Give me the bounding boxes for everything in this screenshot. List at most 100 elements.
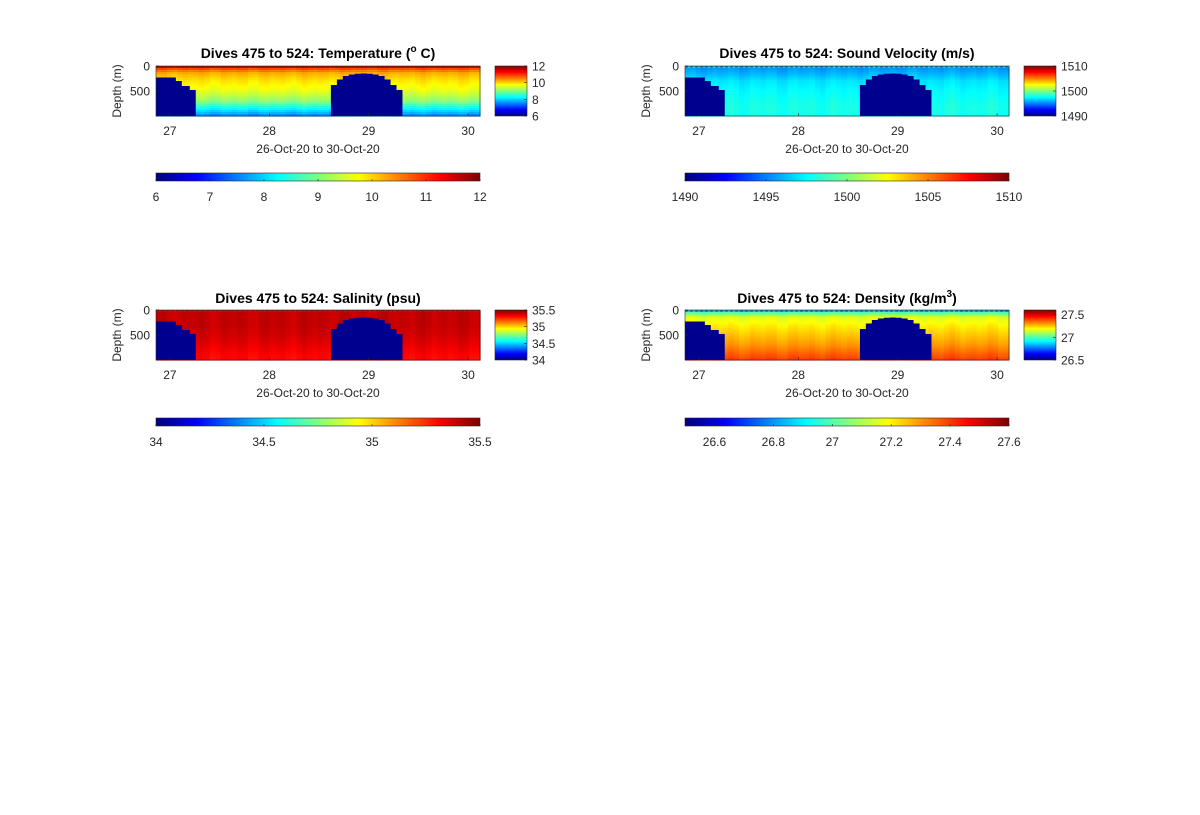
heatmap-cell (809, 78, 816, 81)
heatmap-cell (264, 328, 270, 331)
heatmap-cell (296, 346, 303, 349)
heatmap-cell (269, 318, 276, 321)
heatmap-cell (280, 312, 287, 315)
heatmap-cell (847, 72, 853, 75)
heatmap-cell (798, 100, 805, 103)
heatmap-cell (247, 336, 254, 339)
heatmap-cell (420, 72, 427, 75)
heatmap-cell (323, 356, 330, 359)
heatmap-cell (895, 72, 902, 75)
heatmap-cell (938, 80, 945, 83)
heatmap-cell (814, 104, 821, 107)
heatmap-cell (825, 80, 832, 83)
heatmap-cell (280, 100, 287, 103)
heatmap-cell (415, 86, 422, 89)
heatmap-cell (766, 86, 772, 89)
heatmap-cell (420, 92, 427, 95)
heatmap-cell (458, 332, 465, 335)
heatmap-cell (744, 108, 751, 111)
heatmap-cell (285, 358, 292, 361)
heatmap-cell (172, 74, 179, 77)
heatmap-cell (960, 96, 967, 99)
heatmap-cell (722, 352, 729, 355)
heatmap-cell (204, 106, 211, 109)
heatmap-cell (458, 112, 465, 115)
heatmap-cell (474, 104, 481, 107)
heatmap-cell (739, 86, 745, 89)
heatmap-cell (744, 100, 751, 103)
heatmap-cell (728, 110, 735, 113)
heatmap-cell (242, 106, 249, 109)
heatmap-cell (749, 328, 756, 331)
heatmap-cell (204, 100, 211, 103)
heatmap-cell (453, 332, 459, 335)
heatmap-cell (992, 76, 999, 79)
heatmap-cell (722, 356, 729, 359)
heatmap-cell (312, 334, 319, 337)
heatmap-cell (231, 80, 238, 83)
colorbar-tick-label: 35.5 (532, 304, 556, 318)
heatmap-cell (247, 340, 254, 343)
heatmap-cell (291, 90, 297, 93)
heatmap-cell (345, 68, 351, 71)
heatmap-cell (393, 320, 400, 323)
heatmap-cell (712, 80, 718, 83)
heatmap-cell (231, 314, 238, 317)
heatmap-cell (782, 92, 789, 95)
heatmap-cell (258, 72, 265, 75)
heatmap-cell (296, 342, 303, 345)
heatmap-cell (976, 82, 983, 85)
heatmap-cell (220, 352, 227, 355)
heatmap-cell (825, 114, 832, 117)
heatmap-cell (285, 326, 292, 329)
heatmap-cell (274, 74, 281, 77)
heatmap-cell (739, 90, 745, 93)
heatmap-cell (442, 76, 449, 79)
heatmap-cell (323, 320, 330, 323)
heatmap-cell (210, 330, 216, 333)
heatmap-cell (458, 102, 465, 105)
heatmap-cell (426, 70, 432, 73)
heatmap-cell (409, 354, 416, 357)
heatmap-cell (436, 106, 443, 109)
heatmap-cell (274, 324, 281, 327)
heatmap-cell (231, 350, 238, 353)
heatmap-cell (426, 88, 432, 91)
heatmap-cell (258, 68, 265, 71)
heatmap-cell (453, 334, 459, 337)
heatmap-cell (463, 112, 470, 115)
heatmap-cell (247, 92, 254, 95)
heatmap-cell (814, 90, 821, 93)
heatmap-cell (312, 354, 319, 357)
heatmap-cell (210, 110, 216, 113)
heatmap-cell (917, 76, 924, 79)
heatmap-cell (399, 76, 405, 79)
heatmap-cell (199, 110, 206, 113)
heatmap-cell (911, 70, 918, 73)
heatmap-cell (803, 110, 810, 113)
heatmap-cell (328, 326, 335, 329)
heatmap-cell (193, 106, 200, 109)
heatmap-cell (247, 68, 254, 71)
heatmap-cell (258, 324, 265, 327)
heatmap-cell (426, 328, 432, 331)
heatmap-cell (318, 322, 324, 325)
heatmap-cell (982, 76, 988, 79)
heatmap-cell (458, 80, 465, 83)
heatmap-cell (933, 88, 940, 91)
heatmap-cell (415, 84, 422, 87)
heatmap-cell (296, 66, 303, 69)
heatmap-cell (474, 98, 481, 101)
heatmap-cell (231, 346, 238, 349)
heatmap-cell (458, 340, 465, 343)
heatmap-cell (820, 106, 826, 109)
heatmap-cell (426, 342, 432, 345)
heatmap-cell (323, 94, 330, 97)
heatmap-cell (237, 356, 243, 359)
heatmap-cell (231, 114, 238, 117)
heatmap-cell (188, 312, 195, 315)
heatmap-cell (820, 110, 826, 113)
heatmap-cell (237, 330, 243, 333)
heatmap-cell (474, 342, 481, 345)
heatmap-cell (722, 106, 729, 109)
